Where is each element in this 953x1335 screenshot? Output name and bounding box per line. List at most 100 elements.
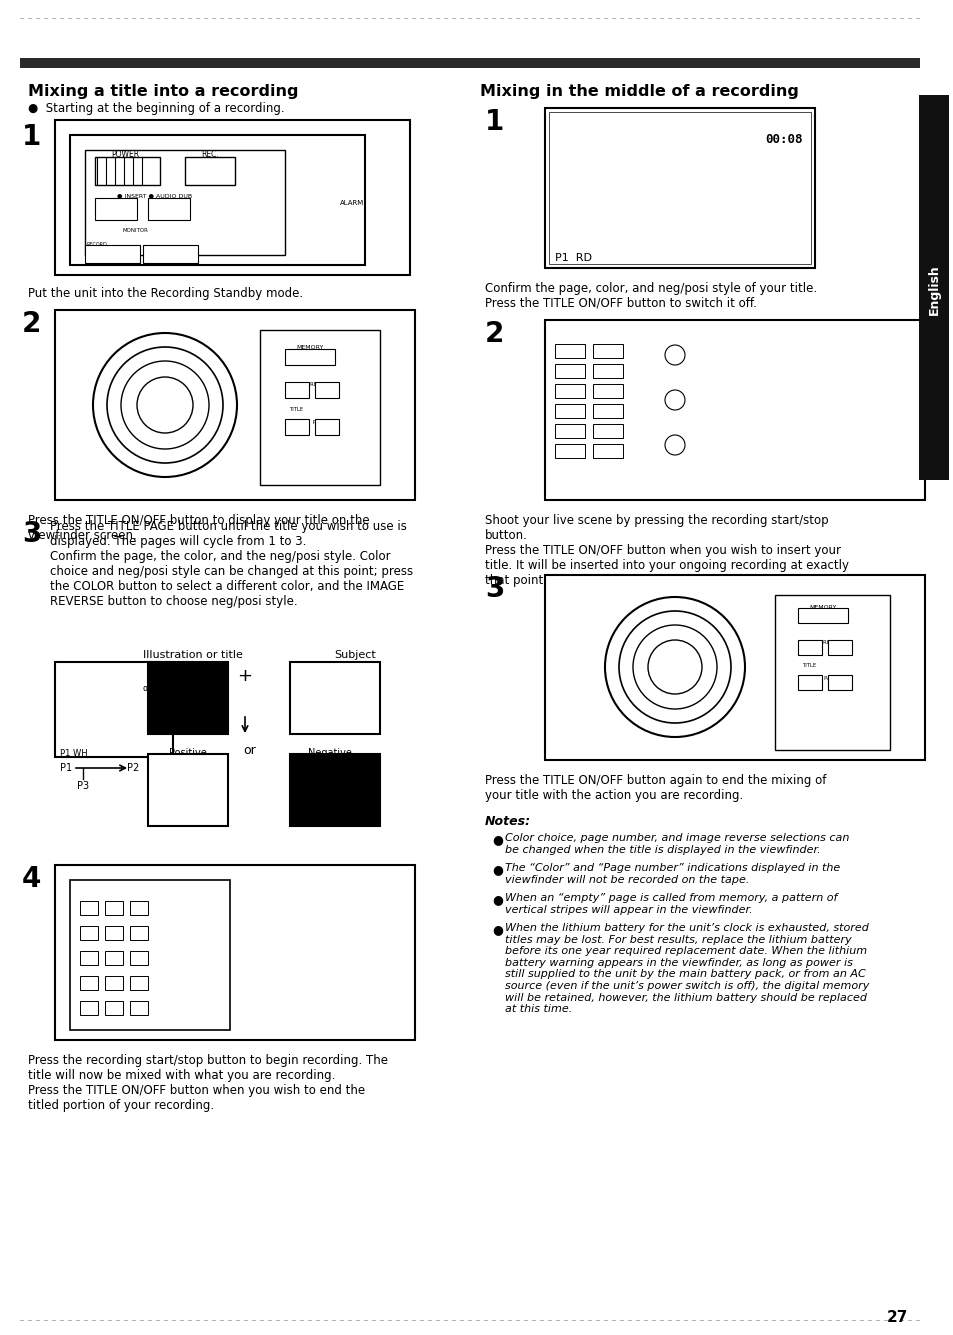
Text: 3: 3 [22,521,41,547]
Text: TITLE: TITLE [290,407,304,413]
Bar [827,676,851,690]
Bar [827,639,851,655]
Text: ●: ● [492,893,502,906]
Text: REC.: REC. [201,150,218,159]
Text: TITLE: TITLE [802,663,816,668]
Text: ●  Starting at the beginning of a recording.: ● Starting at the beginning of a recordi… [28,101,284,115]
Bar [105,901,123,914]
Bar [555,405,584,418]
Text: MEMORY: MEMORY [808,605,836,610]
Text: 1: 1 [484,108,504,136]
Bar [290,662,379,734]
Text: MEMORY: MEMORY [296,344,323,350]
Text: REVIEW: REVIEW [87,248,107,254]
Text: ALARM: ALARM [339,200,364,206]
Bar [555,425,584,438]
Bar [260,330,379,485]
Text: Illustration or title: Illustration or title [143,650,243,659]
Bar [105,951,123,965]
Text: P1: P1 [60,764,72,773]
Text: MONITOR: MONITOR [122,228,148,234]
Bar [185,158,234,186]
Bar [285,419,309,435]
Text: P3: P3 [77,781,89,792]
Bar [130,976,148,991]
Bar [80,976,98,991]
Bar [314,382,338,398]
Bar [593,445,622,458]
Bar [55,662,172,757]
Text: ON/OFF    PAGE: ON/OFF PAGE [797,676,837,680]
Bar [593,384,622,398]
Bar [95,158,160,186]
Bar [95,198,137,220]
Bar [80,1001,98,1015]
Text: 00:08: 00:08 [764,134,802,146]
Bar [797,676,821,690]
Bar [555,364,584,378]
Text: Mixing a title into a recording: Mixing a title into a recording [28,84,298,99]
Text: oo:o8: oo:o8 [143,684,168,693]
Text: The “Color” and “Page number” indications displayed in the
viewfinder will not b: The “Color” and “Page number” indication… [504,862,840,885]
Text: COLOUR  REVERSE: COLOUR REVERSE [797,639,846,645]
Text: ●: ● [492,922,502,936]
Text: 4: 4 [22,865,41,893]
Bar [314,419,338,435]
Bar [80,926,98,940]
Bar [143,246,198,263]
Text: Press the recording start/stop button to begin recording. The
title will now be : Press the recording start/stop button to… [28,1055,388,1112]
Bar [85,150,285,255]
Bar [130,951,148,965]
Bar [555,445,584,458]
Text: Confirm the page, color, and neg/posi style of your title.
Press the TITLE ON/OF: Confirm the page, color, and neg/posi st… [484,282,817,310]
Bar [555,344,584,358]
Text: or: or [243,744,256,757]
Text: Put the unit into the Recording Standby mode.: Put the unit into the Recording Standby … [28,287,303,300]
Bar [797,607,847,623]
Bar [548,112,810,264]
Bar [85,246,140,263]
Text: Shoot your live scene by pressing the recording start/stop
button.
Press the TIT: Shoot your live scene by pressing the re… [484,514,848,587]
Bar [55,865,415,1040]
Bar [55,310,415,501]
Bar [285,348,335,364]
Bar [593,364,622,378]
Bar [148,198,190,220]
Bar [70,880,230,1031]
Bar [148,754,228,826]
Text: 1: 1 [22,123,41,151]
Text: Notes:: Notes: [484,814,531,828]
Bar [130,1001,148,1015]
Text: Positive: Positive [169,748,207,758]
Bar [55,120,410,275]
Text: POWER: POWER [111,150,139,159]
Bar [593,405,622,418]
Text: ●: ● [492,862,502,876]
Text: RECORD: RECORD [87,242,108,247]
Bar [130,901,148,914]
Bar [105,1001,123,1015]
Text: +: + [237,668,253,685]
Bar [593,425,622,438]
Bar [80,901,98,914]
Text: 27: 27 [885,1310,907,1326]
Bar [20,57,919,68]
Text: ON/OFF     PAGE: ON/OFF PAGE [285,421,326,425]
Bar [555,384,584,398]
Text: 2: 2 [22,310,41,338]
Text: Negative: Negative [308,748,352,758]
Text: English: English [926,264,940,315]
Bar [918,95,948,481]
Bar [130,926,148,940]
Text: 3: 3 [484,575,504,603]
Bar [285,382,309,398]
Bar [290,754,379,826]
Text: ● INSERT ● AUDIO DUB: ● INSERT ● AUDIO DUB [117,194,193,198]
Text: Mixing in the middle of a recording: Mixing in the middle of a recording [479,84,798,99]
Bar [544,108,814,268]
Text: When an “empty” page is called from memory, a pattern of
vertical stripes will a: When an “empty” page is called from memo… [504,893,837,914]
Text: Color choice, page number, and image reverse selections can
be changed when the : Color choice, page number, and image rev… [504,833,848,854]
Text: Press the TITLE ON/OFF button again to end the mixing of
your title with the act: Press the TITLE ON/OFF button again to e… [484,774,825,802]
Text: ●: ● [492,833,502,846]
Text: When the lithium battery for the unit’s clock is exhausted, stored
titles may be: When the lithium battery for the unit’s … [504,922,868,1015]
